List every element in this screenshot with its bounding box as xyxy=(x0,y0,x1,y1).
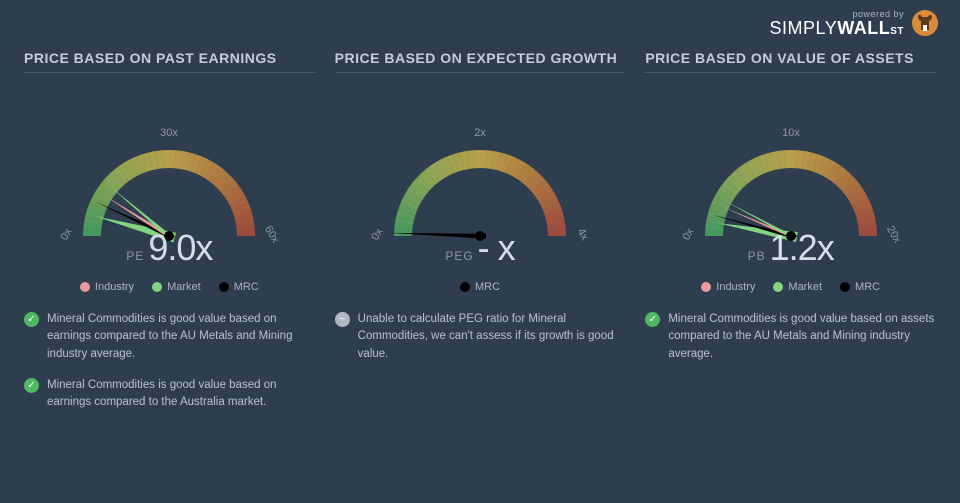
note-text: Mineral Commodities is good value based … xyxy=(47,377,315,412)
metric-value: 1.2x xyxy=(770,227,834,269)
metric-name: PEG xyxy=(445,249,473,263)
legend-dot xyxy=(219,282,229,292)
legend-dot xyxy=(80,282,90,292)
svg-text:0x: 0x xyxy=(680,226,696,242)
valuation-panel: PRICE BASED ON VALUE OF ASSETS 0x 10x 20x … xyxy=(645,50,936,411)
legend: MRC xyxy=(335,281,626,293)
legend-dot xyxy=(701,282,711,292)
metric-name: PE xyxy=(126,249,144,263)
bull-icon xyxy=(910,8,940,38)
svg-text:20x: 20x xyxy=(884,224,904,246)
legend-item: MRC xyxy=(219,281,259,293)
legend-item: Market xyxy=(773,281,822,293)
svg-text:30x: 30x xyxy=(160,127,178,139)
assessment-note: − Unable to calculate PEG ratio for Mine… xyxy=(335,311,626,363)
valuation-panel: PRICE BASED ON EXPECTED GROWTH 0x 2x 4x PE… xyxy=(335,50,626,411)
svg-text:4x: 4x xyxy=(574,226,590,242)
legend-label: MRC xyxy=(855,281,880,293)
legend-label: Market xyxy=(167,281,201,293)
note-text: Mineral Commodities is good value based … xyxy=(47,311,315,363)
legend-label: MRC xyxy=(234,281,259,293)
legend-label: Market xyxy=(788,281,822,293)
legend-item: Market xyxy=(152,281,201,293)
brand-logo: powered by SIMPLYWALLST xyxy=(770,8,940,38)
metric-label: PE 9.0x xyxy=(126,227,212,269)
legend-label: Industry xyxy=(716,281,755,293)
note-text: Unable to calculate PEG ratio for Minera… xyxy=(358,311,626,363)
note-text: Mineral Commodities is good value based … xyxy=(668,311,936,363)
legend-item: MRC xyxy=(460,281,500,293)
check-icon: ✓ xyxy=(645,312,660,327)
check-icon: ✓ xyxy=(24,378,39,393)
metric-value: 9.0x xyxy=(148,227,212,269)
svg-text:10x: 10x xyxy=(782,127,800,139)
legend-label: MRC xyxy=(475,281,500,293)
svg-text:2x: 2x xyxy=(474,127,486,139)
legend-item: Industry xyxy=(701,281,755,293)
metric-label: PEG - x xyxy=(445,227,514,269)
metric-name: PB xyxy=(748,249,766,263)
legend-dot xyxy=(460,282,470,292)
metric-label: PB 1.2x xyxy=(748,227,834,269)
svg-text:60x: 60x xyxy=(262,224,282,246)
assessment-note: ✓ Mineral Commodities is good value base… xyxy=(645,311,936,363)
metric-value: - x xyxy=(478,227,515,269)
panels-row: PRICE BASED ON PAST EARNINGS 0x 30x 60x PE… xyxy=(0,0,960,411)
assessment-note: ✓ Mineral Commodities is good value base… xyxy=(24,311,315,363)
notes-list: ✓ Mineral Commodities is good value base… xyxy=(24,311,315,411)
panel-title: PRICE BASED ON VALUE OF ASSETS xyxy=(645,50,936,73)
gauge-chart: 0x 30x 60x PE 9.0x xyxy=(24,101,315,271)
check-icon: ✓ xyxy=(24,312,39,327)
panel-title: PRICE BASED ON EXPECTED GROWTH xyxy=(335,50,626,73)
valuation-panel: PRICE BASED ON PAST EARNINGS 0x 30x 60x PE… xyxy=(24,50,315,411)
legend-dot xyxy=(773,282,783,292)
logo-brand-text: SIMPLYWALLST xyxy=(770,19,904,37)
notes-list: ✓ Mineral Commodities is good value base… xyxy=(645,311,936,363)
legend-item: Industry xyxy=(80,281,134,293)
legend: Industry Market MRC xyxy=(24,281,315,293)
minus-icon: − xyxy=(335,312,350,327)
assessment-note: ✓ Mineral Commodities is good value base… xyxy=(24,377,315,412)
gauge-chart: 0x 2x 4x PEG - x xyxy=(335,101,626,271)
legend-dot xyxy=(152,282,162,292)
svg-text:0x: 0x xyxy=(59,226,75,242)
legend-label: Industry xyxy=(95,281,134,293)
legend-item: MRC xyxy=(840,281,880,293)
legend: Industry Market MRC xyxy=(645,281,936,293)
svg-text:0x: 0x xyxy=(369,226,385,242)
gauge-chart: 0x 10x 20x PB 1.2x xyxy=(645,101,936,271)
notes-list: − Unable to calculate PEG ratio for Mine… xyxy=(335,311,626,363)
legend-dot xyxy=(840,282,850,292)
panel-title: PRICE BASED ON PAST EARNINGS xyxy=(24,50,315,73)
